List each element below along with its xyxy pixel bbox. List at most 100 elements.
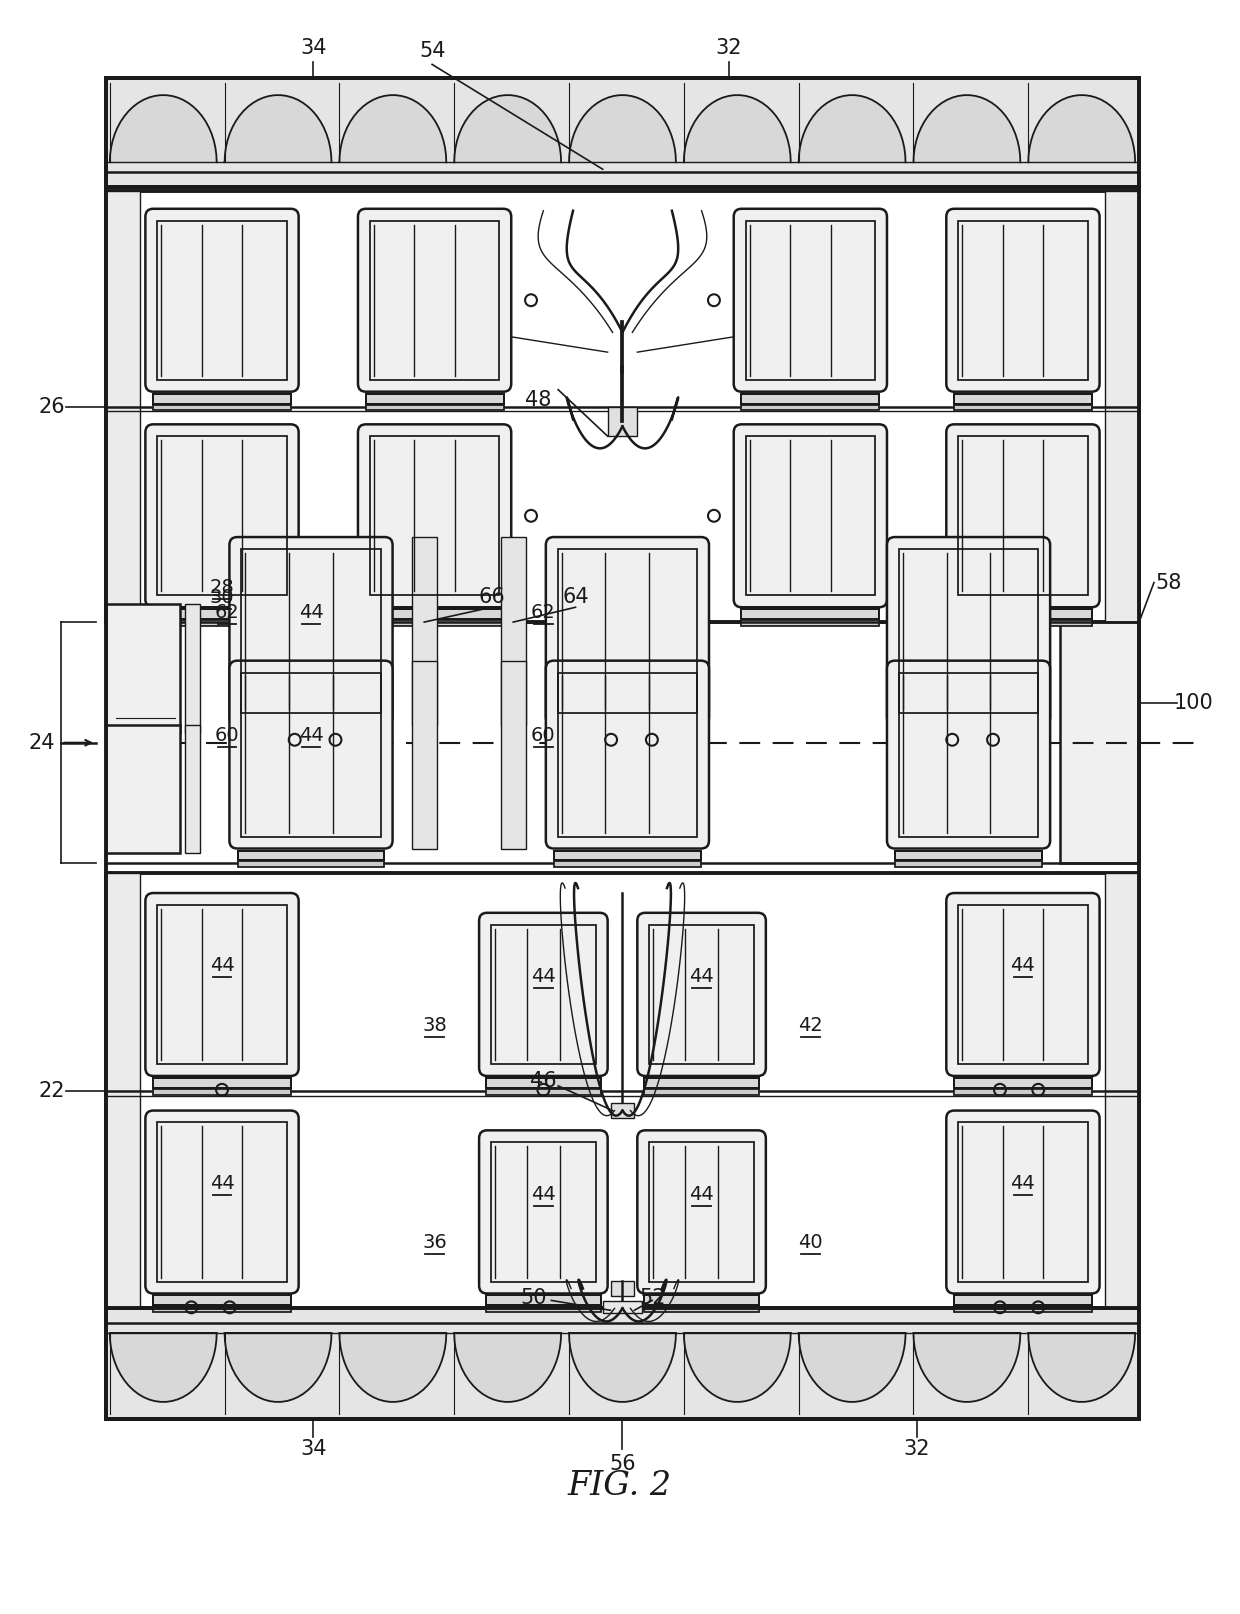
Bar	[105, 873, 1140, 1309]
Bar	[153, 1078, 291, 1088]
Bar	[895, 726, 1042, 738]
Bar	[644, 1306, 759, 1312]
Bar	[954, 394, 1092, 404]
FancyBboxPatch shape	[946, 1110, 1100, 1293]
Bar	[954, 1078, 1092, 1088]
Bar	[554, 862, 701, 867]
Bar	[366, 608, 503, 620]
Bar	[501, 537, 526, 725]
Bar	[486, 1078, 601, 1088]
Bar	[486, 1089, 601, 1094]
Text: 100: 100	[1173, 692, 1214, 713]
FancyBboxPatch shape	[887, 537, 1050, 725]
Bar	[105, 1309, 1140, 1419]
Bar	[742, 394, 879, 404]
Bar	[157, 436, 286, 596]
Bar	[153, 620, 291, 626]
Bar	[157, 905, 286, 1064]
Bar	[895, 738, 1042, 744]
Bar	[745, 436, 875, 596]
FancyBboxPatch shape	[229, 537, 393, 725]
Bar	[157, 221, 286, 379]
Bar	[742, 620, 879, 626]
Text: 36: 36	[423, 1233, 446, 1252]
Text: 54: 54	[419, 40, 445, 61]
Bar	[954, 405, 1092, 410]
Bar	[959, 436, 1087, 596]
Bar	[491, 925, 595, 1064]
Text: 38: 38	[423, 1015, 446, 1035]
FancyBboxPatch shape	[145, 1110, 299, 1293]
Bar	[954, 1296, 1092, 1306]
Bar	[745, 221, 875, 379]
Bar	[1105, 190, 1140, 621]
FancyBboxPatch shape	[637, 1130, 766, 1293]
Bar	[413, 660, 436, 849]
Text: FIG. 2: FIG. 2	[568, 1470, 672, 1503]
Bar	[954, 1089, 1092, 1094]
FancyBboxPatch shape	[946, 208, 1100, 392]
Polygon shape	[110, 95, 217, 163]
Polygon shape	[569, 1333, 676, 1403]
Bar	[959, 1122, 1087, 1282]
FancyBboxPatch shape	[479, 914, 608, 1077]
Bar	[644, 1078, 759, 1088]
Text: 44: 44	[1011, 1173, 1035, 1193]
Polygon shape	[340, 1333, 446, 1403]
Bar	[413, 537, 436, 725]
Bar	[153, 1089, 291, 1094]
Text: 44: 44	[689, 1185, 714, 1204]
Bar	[895, 862, 1042, 867]
Text: 60: 60	[215, 726, 239, 746]
Text: 44: 44	[299, 602, 324, 621]
Polygon shape	[683, 95, 791, 163]
Bar	[899, 549, 1038, 713]
Text: 34: 34	[300, 37, 326, 58]
FancyBboxPatch shape	[734, 424, 887, 607]
FancyBboxPatch shape	[145, 893, 299, 1077]
FancyBboxPatch shape	[546, 537, 709, 725]
Bar	[954, 1306, 1092, 1312]
Bar	[370, 436, 500, 596]
Bar	[105, 77, 1140, 187]
Text: 44: 44	[299, 726, 324, 746]
Bar	[608, 407, 637, 436]
Bar	[954, 608, 1092, 620]
Bar	[1105, 873, 1140, 1309]
Polygon shape	[1028, 1333, 1135, 1403]
Bar	[153, 405, 291, 410]
Polygon shape	[224, 1333, 331, 1403]
Bar	[242, 549, 381, 713]
Bar	[105, 725, 180, 854]
Bar	[105, 873, 140, 1309]
Bar	[554, 726, 701, 738]
Bar	[610, 1102, 635, 1119]
Bar	[153, 1296, 291, 1306]
Bar	[486, 1296, 601, 1306]
FancyBboxPatch shape	[734, 208, 887, 392]
Text: 64: 64	[562, 587, 589, 607]
FancyBboxPatch shape	[946, 424, 1100, 607]
FancyBboxPatch shape	[358, 208, 511, 392]
Text: 66: 66	[479, 587, 505, 607]
Text: 44: 44	[689, 967, 714, 986]
Bar	[501, 660, 526, 849]
Bar	[558, 673, 697, 836]
Bar	[366, 394, 503, 404]
Polygon shape	[454, 1333, 562, 1403]
Bar	[954, 620, 1092, 626]
Polygon shape	[914, 95, 1021, 163]
Bar	[366, 620, 503, 626]
Bar	[238, 862, 384, 867]
Polygon shape	[110, 1333, 217, 1403]
Bar	[105, 604, 180, 733]
FancyBboxPatch shape	[546, 660, 709, 849]
Bar	[644, 1089, 759, 1094]
Bar	[491, 1143, 595, 1282]
Text: 28: 28	[210, 578, 234, 597]
FancyBboxPatch shape	[229, 660, 393, 849]
FancyBboxPatch shape	[145, 424, 299, 607]
Polygon shape	[569, 95, 676, 163]
Text: 40: 40	[799, 1233, 822, 1252]
Bar	[742, 608, 879, 620]
